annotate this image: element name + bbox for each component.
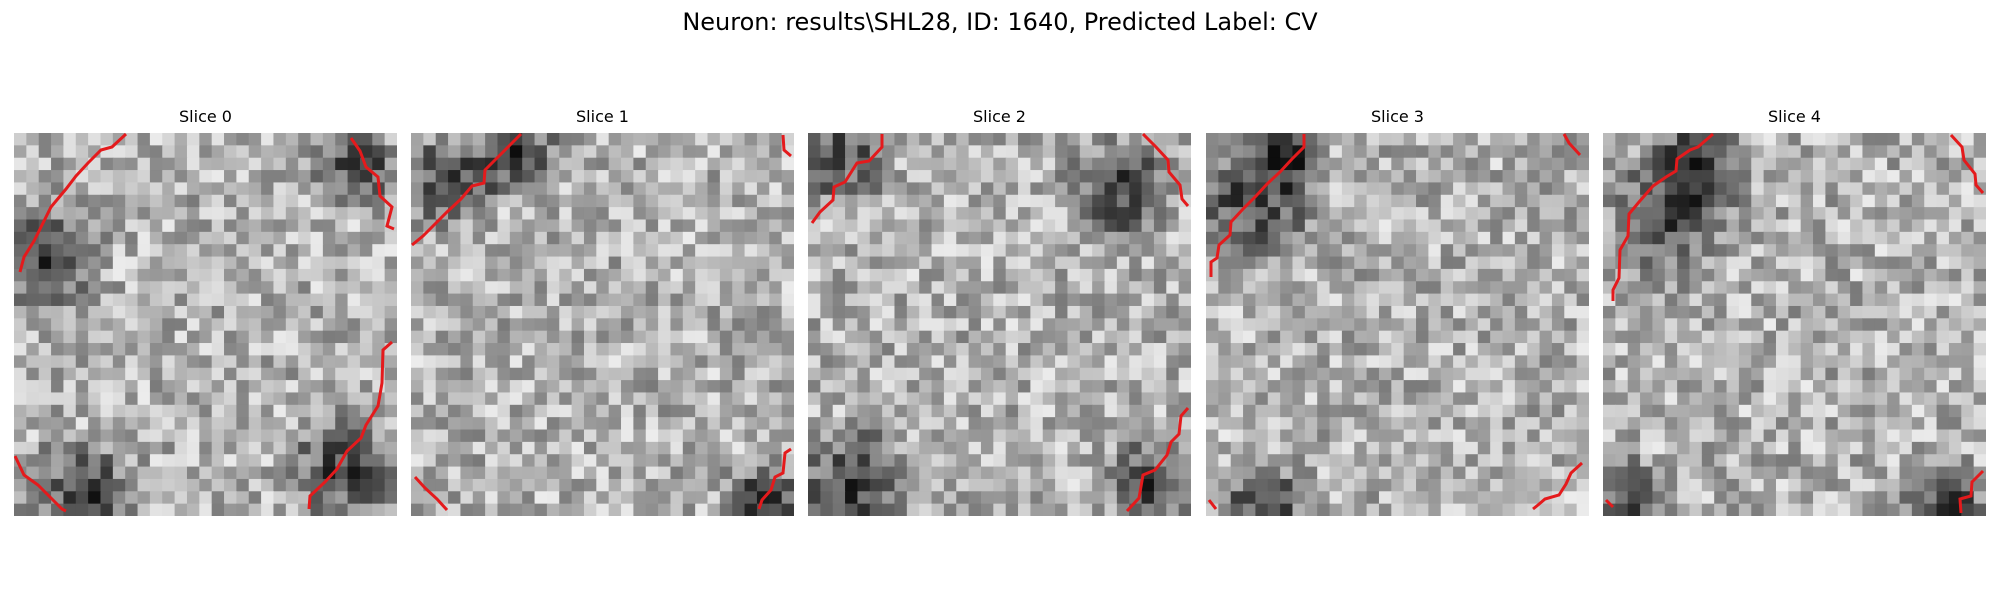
contour-line (1562, 133, 1582, 157)
contour-line (18, 133, 128, 273)
contour-line (1125, 407, 1190, 513)
slice-image (1603, 133, 1986, 516)
slice-panel-3: Slice 3 (1206, 107, 1589, 517)
slice-image (14, 133, 397, 516)
contour-line (1141, 133, 1190, 207)
contour-line (781, 134, 792, 158)
contour-line (1958, 469, 1985, 514)
contour-line (413, 475, 449, 512)
contour-line (1532, 461, 1584, 511)
contour-line (1604, 498, 1615, 509)
slice-title: Slice 4 (1768, 107, 1821, 126)
contour-line (810, 134, 884, 224)
contour-line (349, 137, 395, 231)
contour-line (14, 455, 67, 513)
contour-line (1949, 133, 1985, 194)
slice-title: Slice 2 (973, 107, 1026, 126)
contour-line (411, 133, 523, 247)
slice-image (808, 133, 1191, 516)
contour-line (1207, 499, 1218, 510)
slice-title: Slice 3 (1371, 107, 1424, 126)
slice-image (1206, 133, 1589, 516)
contour-line (1209, 134, 1306, 277)
slice-panel-2: Slice 2 (808, 107, 1191, 517)
slice-title: Slice 1 (576, 107, 629, 126)
contour-line (307, 340, 393, 510)
slice-panel-1: Slice 1 (411, 107, 794, 517)
contour-line (757, 447, 792, 510)
slice-title: Slice 0 (179, 107, 232, 126)
slice-panel-4: Slice 4 (1603, 107, 1986, 517)
slice-image (411, 133, 794, 516)
slice-panel-0: Slice 0 (14, 107, 397, 517)
figure-title: Neuron: results\SHL28, ID: 1640, Predict… (682, 8, 1318, 36)
contour-line (1611, 133, 1714, 301)
